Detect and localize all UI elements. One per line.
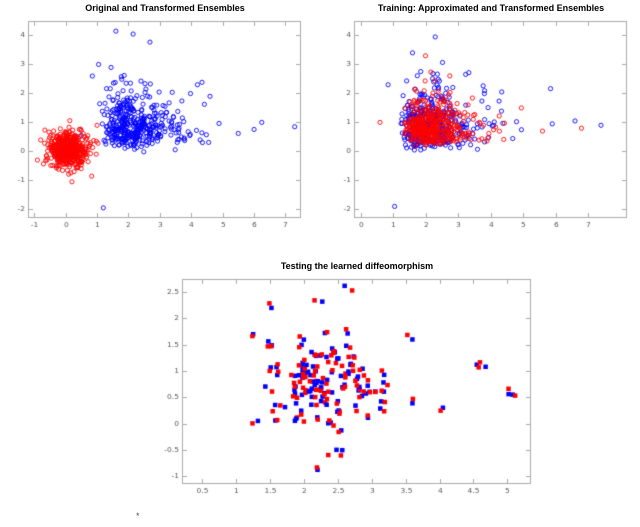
plot-title-original-transformed: Original and Transformed Ensembles — [85, 3, 245, 13]
plot-training-approximated: Training: Approximated and Transformed E… — [328, 2, 638, 236]
scatter-canvas-testing-diffeomorphism — [156, 273, 542, 501]
scatter-canvas-original-transformed — [2, 15, 312, 235]
scatter-canvas-training-approximated — [328, 15, 638, 235]
plot-testing-diffeomorphism: Testing the learned diffeomorphism — [156, 260, 542, 502]
plot-original-transformed: Original and Transformed Ensembles — [2, 2, 312, 236]
plot-title-testing-diffeomorphism: Testing the learned diffeomorphism — [280, 261, 434, 271]
plot-title-training-approximated: Training: Approximated and Transformed E… — [377, 3, 605, 13]
footnote-asterisk: * — [136, 511, 140, 521]
